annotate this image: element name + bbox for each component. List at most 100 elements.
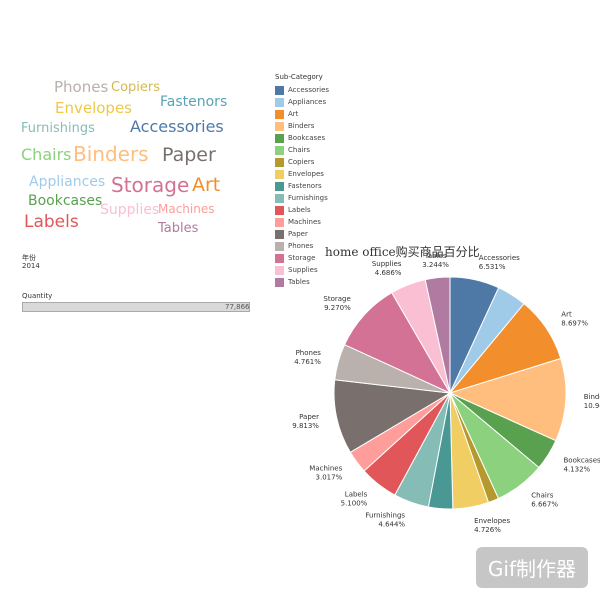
legend-item[interactable]: Labels [275, 204, 329, 216]
word-cloud-word: Supplies [100, 202, 160, 218]
pie-slice-tables[interactable] [424, 276, 451, 394]
legend-item[interactable]: Appliances [275, 96, 329, 108]
legend-swatch [275, 265, 284, 275]
legend-label: Binders [288, 122, 315, 130]
chart-title: home office购买商品百分比 [325, 245, 480, 259]
pie-label-name: Bookcases [563, 456, 600, 464]
legend-label: Machines [288, 218, 321, 226]
quantity-filter-label: Quantity [22, 292, 53, 300]
legend-label: Furnishings [288, 194, 328, 202]
pie-slice-paper[interactable] [333, 379, 452, 453]
word-cloud-word: Copiers [111, 80, 161, 95]
legend-label: Labels [288, 206, 311, 214]
legend-title: Sub-Category [275, 73, 323, 81]
legend-item[interactable]: Paper [275, 228, 329, 240]
legend-item[interactable]: Furnishings [275, 192, 329, 204]
legend: Sub-Category Accessories Appliances Art Bin… [275, 73, 329, 288]
pie-label-name: Chairs [531, 492, 553, 500]
quantity-value: 77,866 [225, 303, 250, 311]
legend-label: Supplies [288, 266, 318, 274]
legend-item[interactable]: Chairs [275, 144, 329, 156]
legend-label: Storage [288, 254, 316, 262]
legend-swatch [275, 85, 284, 95]
pie-label-percent: 5.100% [341, 499, 368, 507]
legend-item[interactable]: Fastenors [275, 180, 329, 192]
legend-item[interactable]: Binders [275, 120, 329, 132]
legend-swatch [275, 133, 284, 143]
legend-item[interactable]: Phones [275, 240, 329, 252]
legend-swatch [275, 205, 284, 215]
pie-label-name: Supplies [372, 260, 402, 268]
legend-label: Envelopes [288, 170, 324, 178]
legend-item[interactable]: Art [275, 108, 329, 120]
year-filter-label: 年份 [22, 254, 36, 262]
pie-label-percent: 4.726% [474, 526, 501, 534]
legend-item[interactable]: Accessories [275, 84, 329, 96]
pie-label-percent: 10.941% [584, 402, 600, 410]
word-cloud-word: Labels [24, 212, 79, 232]
legend-swatch [275, 277, 284, 287]
pie-label-percent: 9.813% [292, 422, 319, 430]
legend-item[interactable]: Copiers [275, 156, 329, 168]
word-cloud-word: Machines [158, 202, 215, 216]
pie-label-percent: 3.017% [316, 474, 343, 482]
legend-item[interactable]: Machines [275, 216, 329, 228]
pie-label-percent: 9.270% [324, 304, 351, 312]
legend-label: Art [288, 110, 299, 118]
legend-label: Fastenors [288, 182, 322, 190]
legend-swatch [275, 97, 284, 107]
pie-label-percent: 4.761% [294, 358, 321, 366]
legend-label: Phones [288, 242, 314, 250]
legend-label: Appliances [288, 98, 327, 106]
legend-swatch [275, 157, 284, 167]
word-cloud-word: Appliances [29, 174, 106, 190]
watermark: Gif制作器 [475, 547, 588, 588]
pie-label-name: Labels [345, 490, 368, 498]
pie-label-name: Envelopes [474, 517, 510, 525]
legend-label: Paper [288, 230, 308, 238]
pie-label-percent: 3.244% [422, 261, 449, 269]
word-cloud-word: Tables [158, 221, 199, 236]
legend-label: Chairs [288, 146, 311, 154]
word-cloud-word: Binders [73, 142, 149, 166]
legend-item[interactable]: Envelopes [275, 168, 329, 180]
word-cloud-word: Chairs [21, 145, 72, 164]
legend-swatch [275, 217, 284, 227]
pie-label-name: Accessories [479, 254, 520, 262]
word-cloud-word: Paper [162, 144, 216, 166]
quantity-slider[interactable] [22, 302, 250, 312]
legend-swatch [275, 109, 284, 119]
word-cloud-word: Envelopes [55, 99, 132, 117]
year-filter-value[interactable]: 2014 [22, 262, 40, 270]
legend-swatch [275, 145, 284, 155]
legend-item[interactable]: Supplies [275, 264, 329, 276]
legend-swatch [275, 193, 284, 203]
legend-item[interactable]: Bookcases [275, 132, 329, 144]
pie-label-name: Phones [296, 349, 322, 357]
word-cloud-word: Art [192, 174, 221, 196]
word-cloud-word: Bookcases [28, 193, 103, 209]
pie-label-percent: 8.697% [561, 319, 588, 327]
legend-swatch [275, 181, 284, 191]
word-cloud-word: Accessories [130, 117, 224, 136]
legend-label: Copiers [288, 158, 315, 166]
word-cloud-word: Furnishings [21, 121, 95, 136]
pie-label-name: Furnishings [365, 511, 405, 519]
word-cloud-word: Phones [54, 78, 109, 96]
legend-item[interactable]: Tables [275, 276, 329, 288]
pie-label-percent: 6.531% [479, 263, 506, 271]
pie-label-name: Tables [424, 252, 447, 260]
word-cloud-word: Storage [111, 173, 190, 197]
pie-slice-binders[interactable] [448, 357, 567, 442]
legend-swatch [275, 169, 284, 179]
pie-label-name: Machines [309, 465, 342, 473]
legend-label: Accessories [288, 86, 330, 94]
pie-label-percent: 4.132% [563, 465, 590, 473]
legend-swatch [275, 241, 284, 251]
pie-label-name: Storage [323, 295, 350, 303]
legend-item[interactable]: Storage [275, 252, 329, 264]
pie-label-name: Art [561, 310, 572, 318]
pie-label-name: Binders [584, 393, 600, 401]
